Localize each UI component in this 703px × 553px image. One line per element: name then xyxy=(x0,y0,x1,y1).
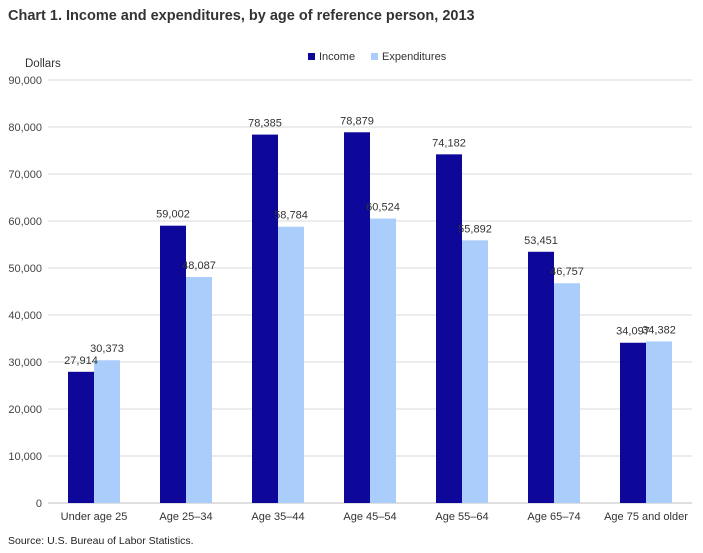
data-label-income: 74,182 xyxy=(432,137,466,149)
data-label-expenditures: 60,524 xyxy=(366,202,400,214)
x-tick-label: Under age 25 xyxy=(61,511,128,523)
axes: 0 10,000 20,000 30,000 40,000 50,000 60,000 70,… xyxy=(8,58,692,523)
x-tick-label: Age 25–34 xyxy=(159,511,212,523)
chart-title: Chart 1. Income and expenditures, by age… xyxy=(8,8,475,24)
x-tick-label: Age 35–44 xyxy=(251,511,304,523)
x-tick-label: Age 75 and older xyxy=(604,511,688,523)
y-tick-label: 30,000 xyxy=(8,357,42,369)
legend-label-income: Income xyxy=(319,51,355,63)
bars xyxy=(68,132,672,503)
y-tick-label: 80,000 xyxy=(8,122,42,134)
y-tick-label: 50,000 xyxy=(8,263,42,275)
x-tick-label: Age 45–54 xyxy=(343,511,396,523)
bar-income xyxy=(528,251,554,503)
y-axis-label: Dollars xyxy=(25,58,61,70)
legend-swatch-income xyxy=(308,53,315,60)
bar-income xyxy=(160,225,186,503)
y-tick-label: 0 xyxy=(36,498,42,510)
bar-income xyxy=(252,134,278,503)
data-label-income: 27,914 xyxy=(64,355,98,367)
bar-expenditures xyxy=(462,240,488,503)
bar-expenditures xyxy=(94,360,120,503)
bar-income xyxy=(344,132,370,503)
data-label-income: 59,002 xyxy=(156,209,190,221)
data-label-expenditures: 46,757 xyxy=(550,266,584,278)
bar-income xyxy=(620,342,646,503)
bar-expenditures xyxy=(370,218,396,503)
bar-expenditures xyxy=(646,341,672,503)
data-label-expenditures: 48,087 xyxy=(182,260,216,272)
y-tick-label: 10,000 xyxy=(8,451,42,463)
bar-income xyxy=(68,371,94,503)
data-label-expenditures: 55,892 xyxy=(458,223,492,235)
source-note: Source: U.S. Bureau of Labor Statistics. xyxy=(8,535,194,547)
bar-expenditures xyxy=(554,283,580,503)
data-label-expenditures: 30,373 xyxy=(90,343,124,355)
legend: Income Expenditures xyxy=(308,51,447,63)
legend-label-expenditures: Expenditures xyxy=(382,51,447,63)
x-tick-label: Age 65–74 xyxy=(527,511,580,523)
y-tick-label: 40,000 xyxy=(8,310,42,322)
bar-expenditures xyxy=(186,276,212,503)
y-tick-label: 20,000 xyxy=(8,404,42,416)
data-label-income: 78,879 xyxy=(340,115,374,127)
bar-income xyxy=(436,154,462,503)
x-tick-label: Age 55–64 xyxy=(435,511,488,523)
y-tick-label: 90,000 xyxy=(8,75,42,87)
data-label-income: 34,097 xyxy=(616,326,650,338)
legend-swatch-expenditures xyxy=(371,53,378,60)
bar-expenditures xyxy=(278,226,304,503)
y-tick-label: 70,000 xyxy=(8,169,42,181)
data-label-expenditures: 58,784 xyxy=(274,210,308,222)
data-label-expenditures: 34,382 xyxy=(642,324,676,336)
data-label-income: 53,451 xyxy=(524,235,558,247)
data-label-income: 78,385 xyxy=(248,118,282,130)
y-tick-label: 60,000 xyxy=(8,216,42,228)
